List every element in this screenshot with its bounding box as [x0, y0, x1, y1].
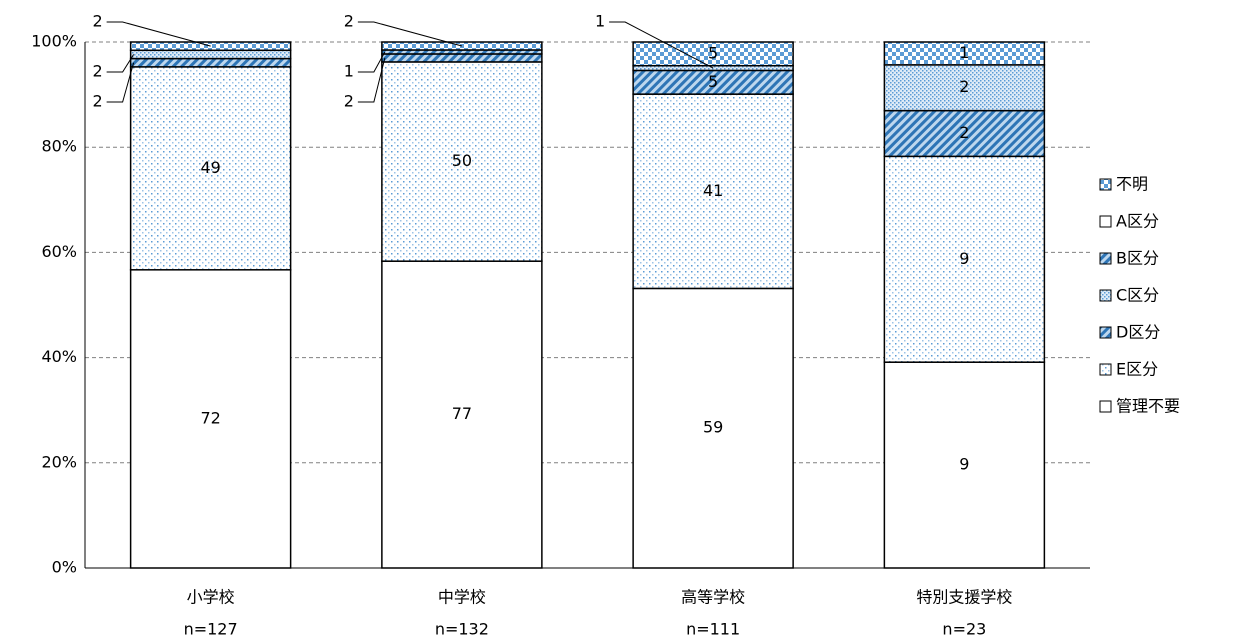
- legend-label: E区分: [1116, 360, 1158, 379]
- bar-segment: [632, 41, 794, 67]
- data-label: 77: [452, 404, 472, 423]
- leader-line: [609, 21, 714, 69]
- legend-label: 管理不要: [1116, 397, 1180, 416]
- legend-swatch: [1099, 215, 1112, 228]
- legend-swatch: [1099, 178, 1112, 191]
- bar-segment: [632, 93, 794, 290]
- y-tick-label: 40%: [41, 347, 77, 366]
- legend-swatch: [1099, 326, 1112, 339]
- data-label: 9: [959, 249, 969, 268]
- bar-segment: [129, 49, 292, 60]
- data-label: 2: [92, 62, 102, 81]
- bar-segment: [883, 64, 1046, 112]
- data-label: 9: [959, 455, 969, 474]
- legend-label: A区分: [1116, 212, 1159, 231]
- bar-segment: [883, 41, 1046, 66]
- data-label: 2: [959, 77, 969, 96]
- legend-swatch: [1099, 289, 1112, 302]
- data-label: 1: [344, 62, 354, 81]
- x-tick-label: 高等学校: [681, 588, 745, 607]
- y-tick-label: 80%: [41, 137, 77, 156]
- data-label: 5: [708, 72, 718, 91]
- bar-segment: [381, 61, 543, 262]
- x-tick-label: 小学校: [187, 588, 235, 607]
- data-label: 5: [708, 43, 718, 62]
- data-label: 2: [959, 123, 969, 142]
- data-label: 1: [595, 12, 605, 31]
- bar-segment: [632, 287, 794, 569]
- data-label: 2: [92, 12, 102, 31]
- y-tick-label: 60%: [41, 242, 77, 261]
- x-tick-label: n=23: [942, 620, 986, 639]
- data-label: 2: [344, 92, 354, 111]
- data-label: 2: [344, 12, 354, 31]
- x-tick-label: 中学校: [438, 588, 486, 607]
- data-label: 50: [452, 151, 472, 170]
- data-label: 59: [703, 418, 723, 437]
- x-tick-label: n=111: [686, 620, 740, 639]
- leader-line: [106, 62, 135, 103]
- y-tick-label: 100%: [31, 32, 77, 51]
- data-label: 1: [959, 43, 969, 62]
- legend-label: B区分: [1116, 249, 1159, 268]
- legend-swatch: [1099, 400, 1112, 413]
- bar-segment: [129, 57, 292, 68]
- leader-line: [357, 21, 463, 47]
- legend-label: D区分: [1116, 323, 1160, 342]
- leader-line: [106, 54, 135, 73]
- bar-segment: [381, 53, 543, 63]
- data-label: 2: [92, 92, 102, 111]
- x-tick-label: n=132: [435, 620, 489, 639]
- y-tick-label: 20%: [41, 452, 77, 471]
- legend-swatch: [1099, 252, 1112, 265]
- leader-line: [357, 51, 386, 73]
- leader-line: [357, 57, 386, 103]
- y-tick-label: 0%: [52, 558, 77, 577]
- data-label: 72: [200, 408, 220, 427]
- bar-segment: [381, 260, 543, 569]
- data-label: 41: [703, 181, 723, 200]
- data-label: 49: [200, 158, 220, 177]
- x-tick-label: n=127: [184, 620, 238, 639]
- x-tick-label: 特別支援学校: [916, 588, 1012, 607]
- bar-segment: [129, 269, 292, 569]
- legend-label: C区分: [1116, 286, 1159, 305]
- bar-segment: [883, 361, 1046, 569]
- legend-swatch: [1099, 363, 1112, 376]
- legend-label: 不明: [1116, 175, 1148, 194]
- leader-line: [106, 21, 211, 47]
- bar-segment: [883, 155, 1046, 363]
